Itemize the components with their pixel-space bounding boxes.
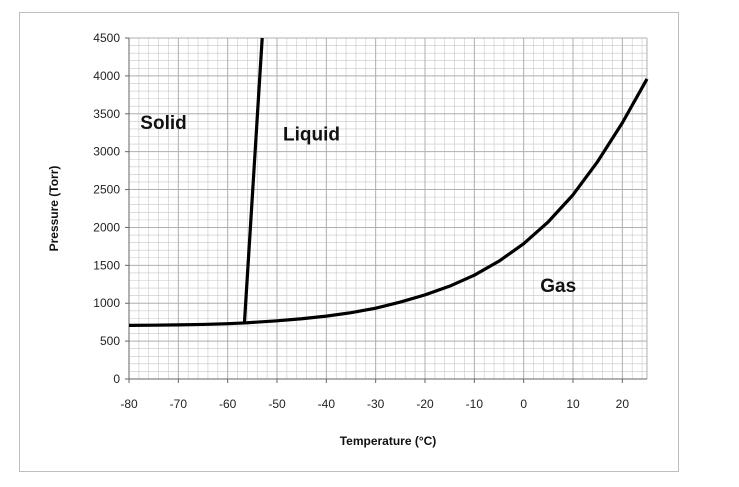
- x-tick-label: -10: [466, 397, 484, 411]
- x-tick-label: -30: [367, 397, 385, 411]
- y-tick-label: 4000: [93, 69, 120, 83]
- x-tick-label: -70: [170, 397, 188, 411]
- region-labels: Solid Liquid Gas: [140, 113, 576, 297]
- y-tick-label: 1500: [93, 258, 120, 272]
- y-tick-label: 3000: [93, 145, 120, 159]
- y-tick-label: 2000: [93, 220, 120, 234]
- phase-diagram-chart: -80 -70 -60 -50 -40 -30 -20 -10 0 10 20 0 500 1000 15…: [47, 31, 649, 448]
- x-tick-label: -50: [268, 397, 286, 411]
- minor-grid: [128, 37, 647, 380]
- region-label-gas: Gas: [540, 276, 576, 297]
- x-tick-label: -40: [318, 397, 336, 411]
- y-tick-label: 4500: [93, 31, 120, 45]
- phase-boundaries: [128, 37, 649, 327]
- x-tick-label: -20: [416, 397, 434, 411]
- region-label-liquid: Liquid: [283, 124, 340, 145]
- x-tick-labels: -80 -70 -60 -50 -40 -30 -20 -10 0 10 20: [120, 397, 629, 411]
- x-tick-label: 0: [520, 397, 527, 411]
- axes: [125, 37, 647, 383]
- y-tick-label: 500: [100, 334, 120, 348]
- melting-curve: [242, 37, 264, 324]
- y-tick-label: 3500: [93, 107, 120, 121]
- x-tick-label: -60: [219, 397, 237, 411]
- x-axis-title: Temperature (°C): [340, 434, 437, 448]
- y-tick-labels: 0 500 1000 1500 2000 2500 3000 3500 4000 4500: [93, 31, 120, 386]
- y-tick-label: 2500: [93, 183, 120, 197]
- y-tick-label: 0: [113, 372, 120, 386]
- x-tick-label: -80: [120, 397, 138, 411]
- region-label-solid: Solid: [140, 113, 186, 134]
- chart-frame: -80 -70 -60 -50 -40 -30 -20 -10 0 10 20 0 500 1000 15…: [19, 12, 679, 472]
- x-tick-label: 10: [566, 397, 580, 411]
- y-tick-label: 1000: [93, 296, 120, 310]
- vaporization-sublimation-curve: [128, 78, 649, 327]
- major-grid: [128, 37, 648, 380]
- y-axis-title: Pressure (Torr): [47, 166, 61, 252]
- x-tick-label: 20: [616, 397, 630, 411]
